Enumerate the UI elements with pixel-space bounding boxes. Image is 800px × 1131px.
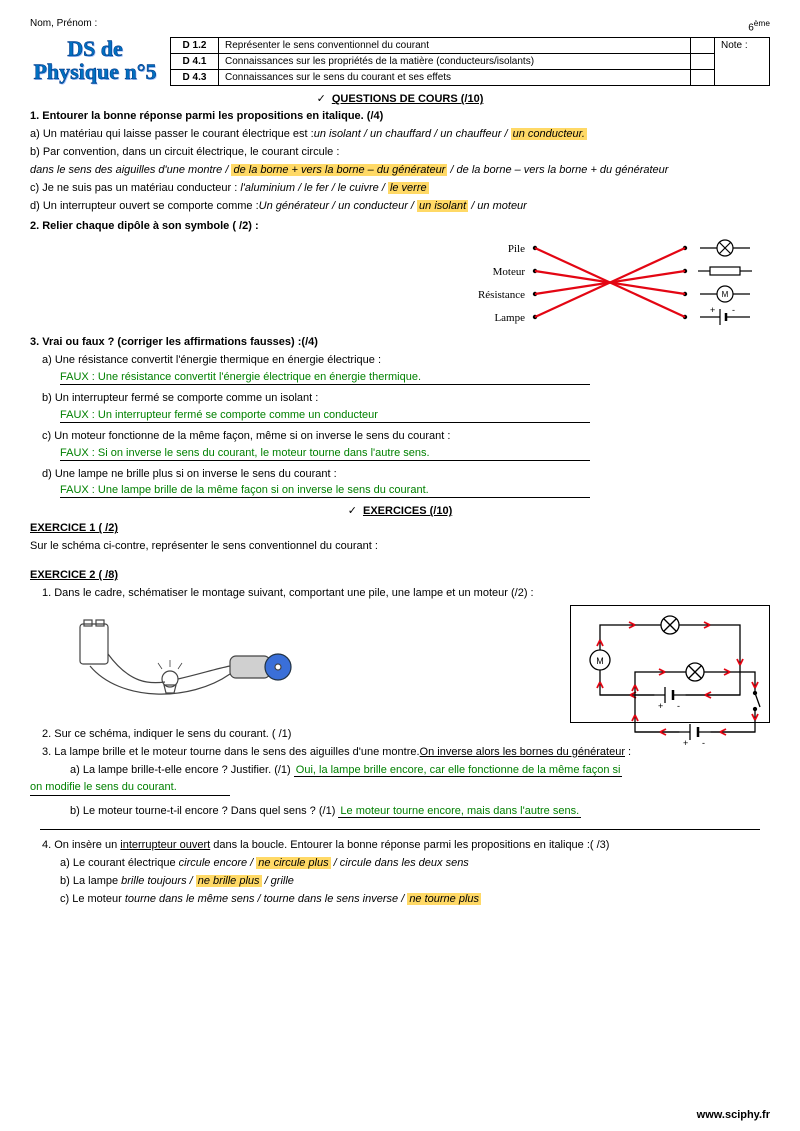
page-header: Nom, Prénom : 6ème (30, 18, 770, 33)
q3c: c) Un moteur fonctionne de la même façon… (42, 429, 770, 444)
table-row: D 4.1 Connaissances sur les propriétés d… (171, 54, 770, 70)
matching-lines (535, 248, 685, 317)
matching-diagram-wrap: Pile Moteur Résistance Lampe M + - (30, 237, 770, 332)
ex2-q4a: a) Le courant électrique circule encore … (60, 856, 770, 871)
ex1-circuit: +- (620, 660, 770, 753)
q3b: b) Un interrupteur fermé se comporte com… (42, 391, 770, 406)
matching-diagram: Pile Moteur Résistance Lampe M + - (430, 237, 770, 332)
section-cours: QUESTIONS DE COURS (/10) (30, 92, 770, 105)
q1b-opts: dans le sens des aiguilles d'une montre … (30, 163, 770, 178)
ex2-q4b: b) La lampe brille toujours / ne brille … (60, 874, 770, 889)
ex1-title: EXERCICE 1 ( /2) (30, 521, 770, 536)
doc-title: DS de Physique n°5 (30, 37, 160, 83)
footer-url: www.sciphy.fr (697, 1109, 770, 1121)
svg-text:M: M (596, 656, 604, 666)
blank-line (40, 829, 760, 830)
q3d-ans: FAUX : Une lampe brille de la même façon… (60, 484, 590, 498)
q2-title: 2. Relier chaque dipôle à son symbole ( … (30, 219, 770, 234)
name-label: Nom, Prénom : (30, 18, 97, 33)
q1a: a) Un matériau qui laisse passer le cour… (30, 127, 770, 142)
ex2-q1: 1. Dans le cadre, schématiser le montage… (42, 586, 770, 601)
ex2-q4: 4. On insère un interrupteur ouvert dans… (42, 838, 770, 853)
table-row: D 1.2 Représenter le sens conventionnel … (171, 38, 770, 54)
q1d: d) Un interrupteur ouvert se comporte co… (30, 199, 770, 214)
svg-text:M: M (722, 290, 729, 299)
competency-table: D 1.2 Représenter le sens conventionnel … (170, 37, 770, 86)
svg-text:-: - (732, 305, 735, 315)
svg-text:+: + (710, 305, 715, 315)
svg-text:Moteur: Moteur (493, 266, 526, 278)
q1b: b) Par convention, dans un circuit élect… (30, 145, 770, 160)
note-cell: Note : (715, 38, 770, 86)
q3a: a) Une résistance convertit l'énergie th… (42, 353, 770, 368)
ex2-illustration (70, 614, 310, 714)
svg-text:Pile: Pile (508, 243, 525, 255)
q1c: c) Je ne suis pas un matériau conducteur… (30, 181, 770, 196)
ex2-q3a: a) La lampe brille-t-elle encore ? Justi… (70, 763, 770, 778)
q1-title: 1. Entourer la bonne réponse parmi les p… (30, 109, 770, 124)
ex2-q4c: c) Le moteur tourne dans le même sens / … (60, 892, 770, 907)
table-row: D 4.3 Connaissances sur le sens du coura… (171, 70, 770, 86)
svg-text:Lampe: Lampe (494, 312, 525, 324)
svg-text:+: + (683, 738, 688, 748)
grade: 6ème (748, 18, 770, 33)
section-exercices: EXERCICES (/10) (30, 504, 770, 517)
svg-text:-: - (702, 738, 705, 748)
q3d: d) Une lampe ne brille plus si on invers… (42, 467, 770, 482)
q3-title: 3. Vrai ou faux ? (corriger les affirmat… (30, 335, 770, 350)
q3b-ans: FAUX : Un interrupteur fermé se comporte… (60, 409, 590, 423)
title-and-competencies: DS de Physique n°5 D 1.2 Représenter le … (30, 37, 770, 86)
ex2-q3b: b) Le moteur tourne-t-il encore ? Dans q… (70, 804, 770, 819)
q3c-ans: FAUX : Si on inverse le sens du courant,… (60, 447, 590, 461)
ex2-title: EXERCICE 2 ( /8) (30, 568, 770, 583)
q3a-ans: FAUX : Une résistance convertit l'énergi… (60, 371, 590, 385)
ex1-text: Sur le schéma ci-contre, représenter le … (30, 539, 770, 554)
svg-text:Résistance: Résistance (478, 289, 525, 301)
ex2-q3a-ans2: on modifie le sens du courant. (30, 780, 230, 796)
